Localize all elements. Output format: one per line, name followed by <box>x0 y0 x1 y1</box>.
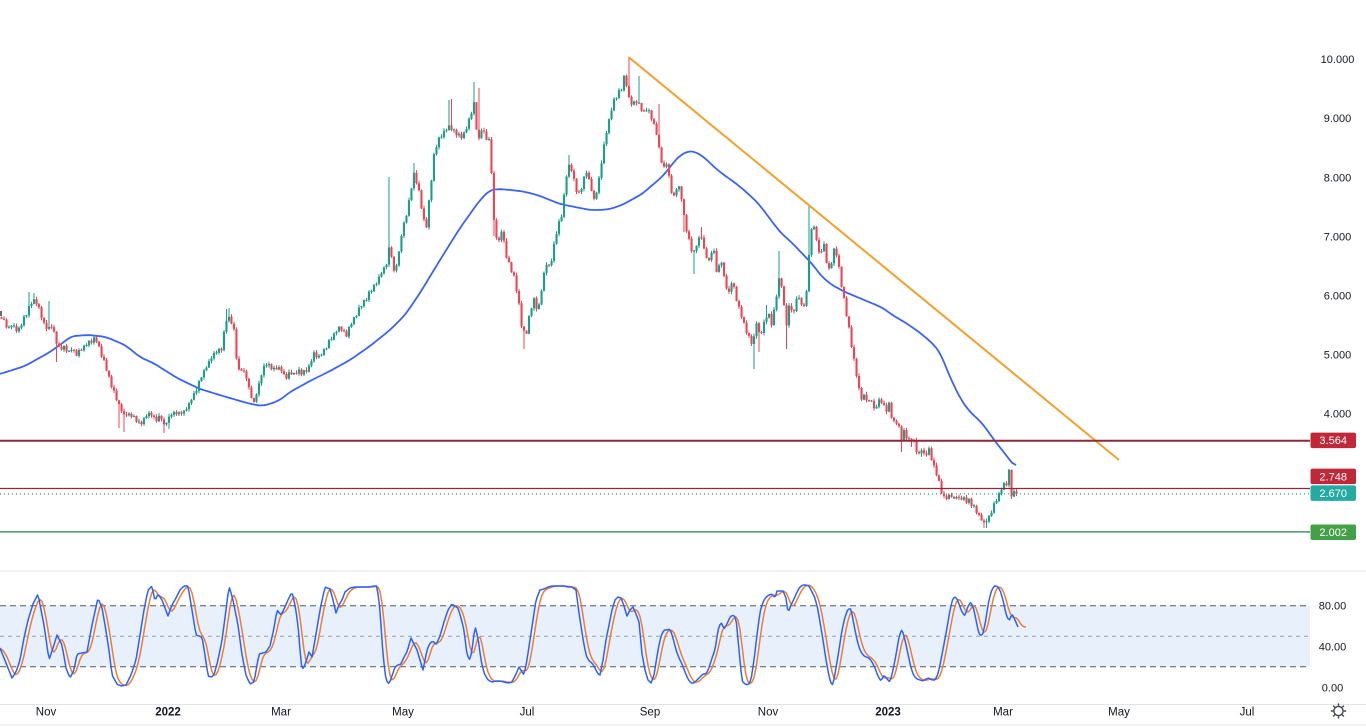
svg-text:May: May <box>1108 707 1130 719</box>
svg-text:Nov: Nov <box>36 707 57 719</box>
svg-text:2.670: 2.670 <box>1319 488 1347 500</box>
svg-text:10.000: 10.000 <box>1321 54 1355 66</box>
svg-text:0.00: 0.00 <box>1322 683 1343 695</box>
svg-text:6.000: 6.000 <box>1324 291 1352 303</box>
svg-text:9.000: 9.000 <box>1324 113 1352 125</box>
svg-text:Jul: Jul <box>520 707 535 719</box>
svg-text:80.00: 80.00 <box>1319 601 1347 613</box>
svg-text:4.000: 4.000 <box>1324 409 1352 421</box>
svg-text:40.00: 40.00 <box>1319 642 1347 654</box>
svg-text:May: May <box>392 707 414 719</box>
svg-text:2.748: 2.748 <box>1319 471 1347 483</box>
svg-text:2022: 2022 <box>155 707 181 719</box>
svg-text:2023: 2023 <box>875 707 901 719</box>
svg-text:Sep: Sep <box>640 707 660 719</box>
svg-text:Nov: Nov <box>758 707 779 719</box>
svg-text:7.000: 7.000 <box>1324 231 1352 243</box>
svg-text:8.000: 8.000 <box>1324 172 1352 184</box>
svg-text:Mar: Mar <box>993 707 1013 719</box>
svg-text:Mar: Mar <box>271 707 291 719</box>
svg-text:Jul: Jul <box>1240 707 1255 719</box>
svg-text:3.564: 3.564 <box>1319 435 1347 447</box>
svg-text:2.002: 2.002 <box>1319 527 1347 539</box>
svg-text:5.000: 5.000 <box>1324 350 1352 362</box>
